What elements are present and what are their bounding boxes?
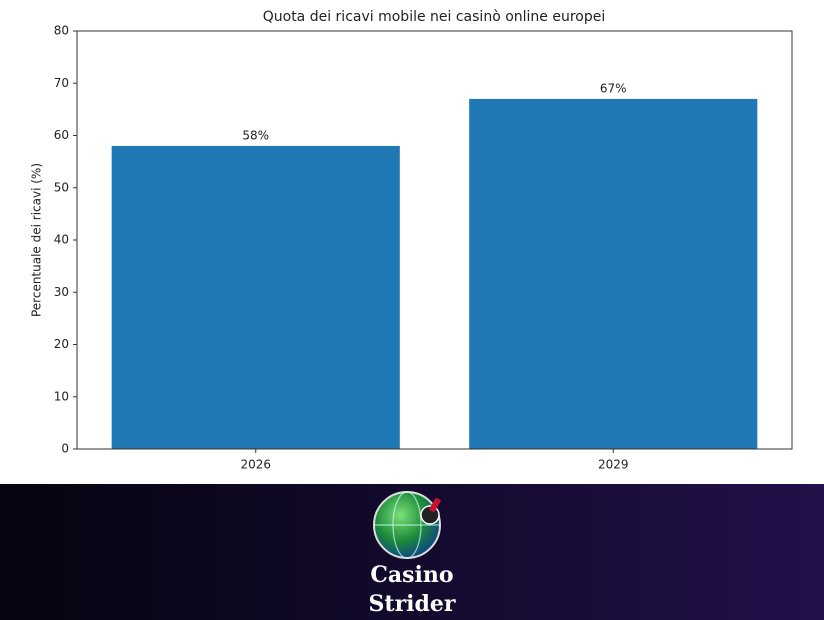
y-tick-label: 40 <box>54 233 69 247</box>
y-tick-label: 60 <box>54 128 69 142</box>
logo-globe <box>373 491 442 559</box>
bar <box>111 145 400 449</box>
y-tick-label: 30 <box>54 285 69 299</box>
y-tick-label: 20 <box>54 337 69 351</box>
y-tick-label: 70 <box>54 76 69 90</box>
logo-text: Casino <box>370 562 453 588</box>
value-label: 58% <box>242 128 269 142</box>
y-tick-label: 80 <box>54 24 69 38</box>
y-tick-label: 10 <box>54 389 69 403</box>
logo-text: Strider <box>369 591 456 617</box>
axes-frame <box>76 30 793 450</box>
x-tick-label: 2029 <box>598 458 629 472</box>
value-label: 67% <box>600 81 627 95</box>
bar <box>469 98 758 450</box>
x-tick-label: 2026 <box>240 458 271 472</box>
y-axis-label: Percentuale dei ricavi (%) <box>30 163 44 317</box>
plot-area: 0 10 20 30 40 50 60 70 80 2026 58% 2029 67% <box>54 24 758 472</box>
chart-title: Quota dei ricavi mobile nei casinò onlin… <box>263 9 606 25</box>
y-tick-label: 50 <box>54 180 69 194</box>
y-tick-label: 0 <box>61 442 69 456</box>
